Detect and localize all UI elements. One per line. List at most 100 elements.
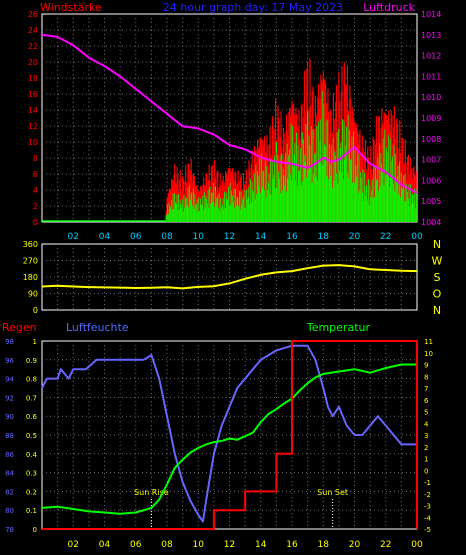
temp-tick-5: 0 xyxy=(424,467,428,475)
wind-x-tick-9: 20 xyxy=(349,232,361,242)
rain-tick-5: 0.5 xyxy=(26,432,37,440)
rain-axis-label: Regen xyxy=(2,321,37,334)
temp-tick-0: -5 xyxy=(424,526,431,534)
rain-tick-3: 0.3 xyxy=(26,470,37,478)
temp-tick-12: 7 xyxy=(424,385,428,393)
wind-tick-6: 12 xyxy=(28,122,38,131)
wind-tick-3: 6 xyxy=(33,170,38,179)
wind-x-tick-6: 14 xyxy=(255,232,267,242)
rain-tick-1: 0.1 xyxy=(26,507,37,515)
annotation-label-1: Sun Set xyxy=(317,488,348,497)
temp-tick-11: 6 xyxy=(424,397,429,405)
wind-x-tick-4: 10 xyxy=(193,232,205,242)
temp-tick-8: 3 xyxy=(424,432,428,440)
humidity-tick-8: 94 xyxy=(5,376,14,384)
wind-tick-5: 10 xyxy=(28,138,38,147)
direction-tick-4: 360 xyxy=(23,240,38,249)
temp-tick-13: 8 xyxy=(424,373,428,381)
temp-tick-15: 10 xyxy=(424,350,433,358)
wind-tick-7: 14 xyxy=(28,106,38,115)
climate-x-tick-8: 18 xyxy=(318,540,330,550)
rain-tick-6: 0.6 xyxy=(26,413,38,421)
temp-tick-6: 1 xyxy=(424,456,428,464)
wind-tick-13: 26 xyxy=(28,10,38,19)
wind-tick-0: 0 xyxy=(33,218,38,227)
annotation-label-0: Sun Rise xyxy=(134,488,169,497)
wind-x-tick-11: 00 xyxy=(411,232,423,242)
direction-compass-1: W xyxy=(432,255,443,268)
chart-title: 24 hour graph day: 17 May 2023 xyxy=(163,1,343,14)
rain-tick-9: 0.9 xyxy=(26,357,37,365)
humidity-line xyxy=(41,344,417,523)
wind-x-tick-0: 02 xyxy=(68,232,79,242)
wind-x-tick-8: 18 xyxy=(318,232,330,242)
pressure-tick-4: 1008 xyxy=(421,135,441,144)
wind-tick-10: 20 xyxy=(28,58,38,67)
pressure-line xyxy=(41,33,418,194)
direction-compass-4: N xyxy=(433,304,441,317)
humidity-tick-4: 86 xyxy=(5,451,14,459)
rain-tick-0: 0 xyxy=(33,526,37,534)
wind-tick-1: 2 xyxy=(33,202,38,211)
wind-tick-8: 16 xyxy=(28,90,38,99)
temp-tick-9: 4 xyxy=(424,420,429,428)
pressure-tick-8: 1012 xyxy=(421,52,441,61)
climate-x-tick-3: 08 xyxy=(161,540,173,550)
climate-x-tick-2: 06 xyxy=(130,540,142,550)
wind-x-tick-2: 06 xyxy=(130,232,142,242)
temperature-axis-label: Temperatur xyxy=(306,321,371,334)
wind-x-tick-5: 12 xyxy=(224,232,235,242)
pressure-tick-2: 1006 xyxy=(421,176,441,185)
wind-tick-12: 24 xyxy=(28,26,38,35)
pressure-tick-0: 1004 xyxy=(421,218,441,227)
humidity-tick-6: 90 xyxy=(5,413,14,421)
direction-tick-2: 180 xyxy=(23,273,38,282)
rain-tick-8: 0.8 xyxy=(26,376,37,384)
direction-compass-2: S xyxy=(434,271,441,284)
temp-tick-10: 5 xyxy=(424,409,428,417)
wind-tick-2: 4 xyxy=(33,186,38,195)
temp-tick-2: -3 xyxy=(424,503,431,511)
temperature-line xyxy=(41,363,417,515)
wind-x-tick-10: 22 xyxy=(380,232,391,242)
climate-x-tick-5: 12 xyxy=(224,540,235,550)
climate-x-tick-11: 00 xyxy=(411,540,423,550)
humidity-axis-label: Luftfeuchte xyxy=(66,321,129,334)
climate-x-tick-6: 14 xyxy=(255,540,267,550)
temp-tick-16: 11 xyxy=(424,338,433,346)
wind-tick-11: 22 xyxy=(28,42,38,51)
climate-x-tick-4: 10 xyxy=(193,540,205,550)
humidity-tick-5: 88 xyxy=(5,432,14,440)
humidity-tick-0: 78 xyxy=(5,526,14,534)
climate-x-tick-10: 22 xyxy=(380,540,391,550)
pressure-tick-3: 1007 xyxy=(421,156,441,165)
humidity-tick-7: 92 xyxy=(5,394,14,402)
humidity-tick-3: 84 xyxy=(5,470,14,478)
pressure-tick-5: 1009 xyxy=(421,114,441,123)
climate-x-tick-9: 20 xyxy=(349,540,361,550)
wind-x-tick-1: 04 xyxy=(99,232,111,242)
direction-compass-3: O xyxy=(433,288,442,301)
temp-tick-7: 2 xyxy=(424,444,428,452)
pressure-tick-9: 1013 xyxy=(421,31,441,40)
direction-tick-0: 0 xyxy=(33,306,38,315)
rain-tick-2: 0.2 xyxy=(26,488,37,496)
temp-tick-1: -4 xyxy=(424,514,432,522)
rain-tick-10: 1 xyxy=(33,338,37,346)
humidity-tick-1: 80 xyxy=(5,507,14,515)
direction-tick-1: 90 xyxy=(28,290,38,299)
humidity-tick-10: 98 xyxy=(5,338,14,346)
humidity-tick-2: 82 xyxy=(5,488,14,496)
pressure-tick-6: 1010 xyxy=(421,93,441,102)
wind-tick-9: 18 xyxy=(28,74,38,83)
climate-x-tick-0: 02 xyxy=(68,540,79,550)
climate-x-tick-7: 16 xyxy=(286,540,298,550)
direction-tick-3: 270 xyxy=(23,257,38,266)
wind-x-tick-7: 16 xyxy=(286,232,298,242)
direction-compass-0: N xyxy=(433,238,441,251)
temp-tick-3: -2 xyxy=(424,491,431,499)
humidity-tick-9: 96 xyxy=(5,357,14,365)
pressure-tick-10: 1014 xyxy=(421,10,441,19)
